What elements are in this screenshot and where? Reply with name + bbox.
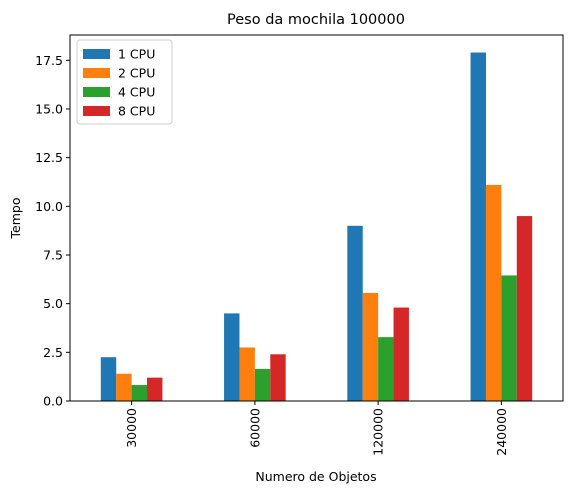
legend-label: 2 CPU bbox=[118, 66, 155, 81]
y-tick-label: 7.5 bbox=[43, 247, 63, 262]
x-tick-label: 60000 bbox=[247, 408, 262, 448]
bar-8-cpu-30000 bbox=[147, 377, 163, 401]
bar-2-cpu-120000 bbox=[362, 292, 379, 401]
x-tick-label: 30000 bbox=[124, 408, 139, 448]
bar-8-cpu-120000 bbox=[393, 307, 409, 401]
y-tick-label: 2.5 bbox=[43, 345, 63, 360]
x-axis-label: Numero de Objetos bbox=[255, 469, 376, 484]
bar-4-cpu-240000 bbox=[501, 275, 517, 401]
chart-title: Peso da mochila 100000 bbox=[227, 12, 405, 28]
legend-label: 4 CPU bbox=[118, 85, 155, 100]
y-tick-label: 17.5 bbox=[35, 53, 63, 68]
legend-swatch bbox=[83, 87, 110, 97]
bar-2-cpu-60000 bbox=[239, 347, 255, 401]
bar-4-cpu-120000 bbox=[378, 337, 394, 401]
legend-label: 1 CPU bbox=[118, 47, 155, 62]
legend: 1 CPU 2 CPU 4 CPU 8 CPU bbox=[76, 39, 173, 125]
legend-swatch bbox=[83, 68, 110, 78]
bars-group bbox=[100, 52, 533, 402]
y-tick-label: 5.0 bbox=[43, 296, 63, 311]
legend-box bbox=[76, 39, 173, 125]
bar-2-cpu-240000 bbox=[485, 184, 502, 401]
y-axis-label: Tempo bbox=[8, 198, 23, 240]
x-tick-label: 120000 bbox=[371, 408, 386, 456]
legend-swatch bbox=[83, 106, 110, 116]
y-tick-label: 12.5 bbox=[35, 150, 63, 165]
y-tick-label: 10.0 bbox=[35, 199, 63, 214]
bar-4-cpu-60000 bbox=[254, 368, 271, 401]
y-tick-label: 15.0 bbox=[35, 101, 63, 116]
plot-frame bbox=[69, 34, 564, 402]
legend-swatch bbox=[83, 49, 110, 59]
x-tick-label: 240000 bbox=[494, 408, 509, 456]
bar-8-cpu-60000 bbox=[270, 354, 286, 401]
y-tick-label: 0.0 bbox=[43, 394, 63, 409]
y-axis: 0.0 2.5 5.0 7.5 10.0 12.5 15.0 17.5 bbox=[35, 53, 70, 409]
bar-4-cpu-30000 bbox=[131, 385, 148, 401]
bar-2-cpu-30000 bbox=[116, 373, 132, 401]
legend-label: 8 CPU bbox=[118, 104, 155, 119]
x-axis: 30000 60000 120000 240000 bbox=[124, 401, 509, 456]
bar-1-cpu-120000 bbox=[347, 225, 363, 401]
bar-1-cpu-240000 bbox=[470, 52, 486, 402]
bar-1-cpu-60000 bbox=[224, 313, 240, 401]
bar-8-cpu-240000 bbox=[516, 216, 533, 401]
bar-1-cpu-30000 bbox=[100, 357, 117, 401]
